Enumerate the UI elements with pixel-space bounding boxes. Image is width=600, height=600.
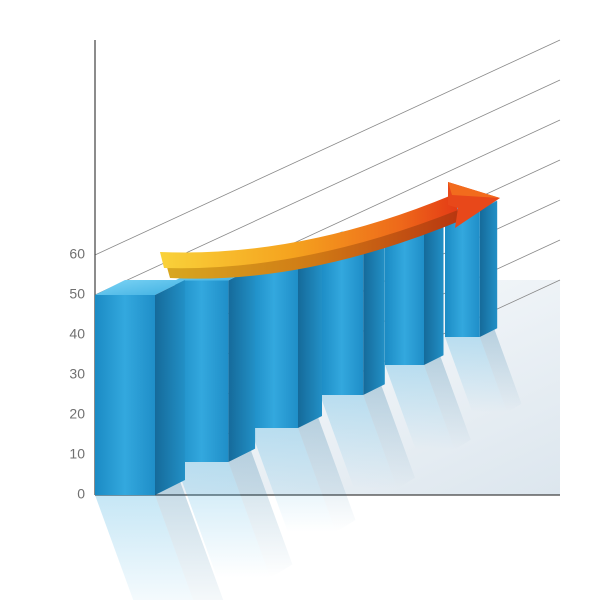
bar-3: [250, 250, 322, 428]
tick-0: 0: [77, 486, 85, 502]
bar-1: [95, 280, 185, 495]
tick-60: 60: [69, 246, 85, 262]
tick-40: 40: [69, 326, 85, 342]
tick-10: 10: [69, 446, 85, 462]
bar-chart-3d: 0 10 20 30 40 50 60: [0, 0, 600, 600]
tick-20: 20: [69, 406, 85, 422]
bar-2: [175, 267, 255, 462]
y-tick-labels: 0 10 20 30 40 50 60: [69, 246, 85, 502]
tick-50: 50: [69, 286, 85, 302]
tick-30: 30: [69, 366, 85, 382]
